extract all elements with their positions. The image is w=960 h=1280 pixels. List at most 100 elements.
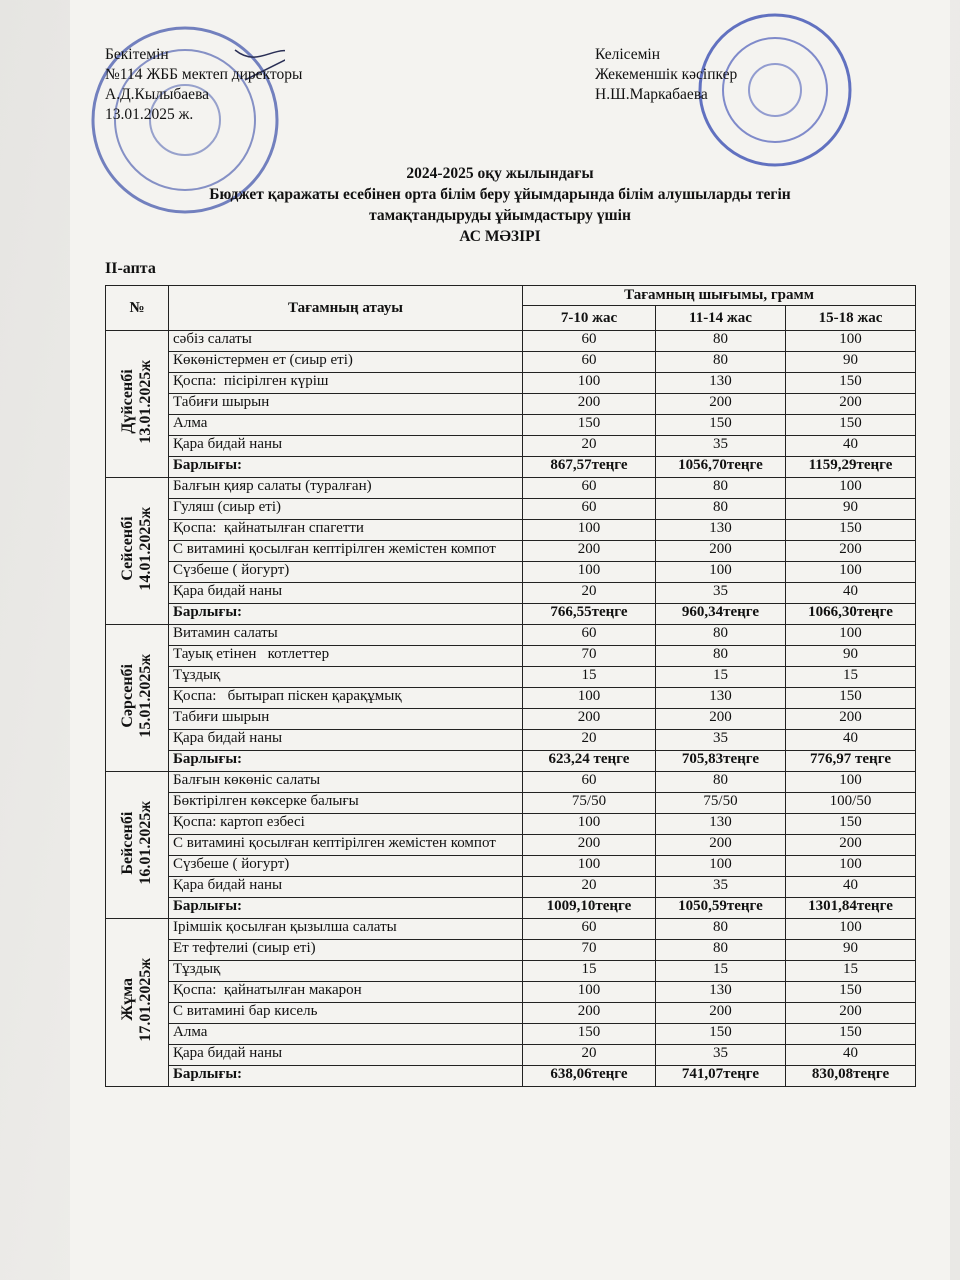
dish-amount: 100 [522,372,656,394]
dish-amount: 100 [522,981,656,1003]
dish-amount: 100 [522,687,656,709]
dish-name: Қоспа: қайнатылған макарон [168,981,523,1003]
dish-amount: 150 [784,372,917,394]
dish-name: Балғын қияр салаты (туралған) [168,477,523,499]
dish-amount: 75/50 [522,792,656,814]
dish-amount: 200 [522,540,656,562]
total-label: Барлығы: [168,456,523,478]
dish-amount: 100 [655,561,786,583]
dish-amount: 200 [655,708,786,730]
dish-amount: 70 [522,939,656,961]
day-name: Дүйсенбі [119,369,136,434]
total-row: Барлығы: 623,24 теңге 705,83теңге 776,97 те… [106,750,917,772]
dish-amount: 100 [784,561,917,583]
day-label: Дүйсенбі 13.01.2025ж [119,360,155,444]
dish-amount: 20 [522,582,656,604]
day-name: Сейсенбі [119,516,136,581]
dish-name: Қоспа: картоп езбесі [168,813,523,835]
dish-amount: 60 [522,498,656,520]
dish-amount: 80 [655,624,786,646]
dish-amount: 80 [655,330,786,352]
dish-row: Тұздық 15 15 15 [106,960,917,982]
approval-line: Бекітемін [105,46,169,63]
dish-amount: 200 [655,834,786,856]
dish-row: Бөктірілген көксерке балығы 75/50 75/50 100… [106,792,917,814]
dish-name: Тауық етінен котлеттер [168,645,523,667]
dish-name: Алма [168,1023,523,1045]
dish-amount: 35 [655,435,786,457]
dish-amount: 100 [784,855,917,877]
dish-name: С витамині бар кисель [168,1002,523,1024]
dish-amount: 100/50 [784,792,917,814]
dish-amount: 20 [522,1044,656,1066]
dish-name: Тұздық [168,960,523,982]
day-cell: Сейсенбі 14.01.2025ж [105,477,169,625]
dish-amount: 200 [522,1002,656,1024]
dish-name: Гуляш (сиыр еті) [168,498,523,520]
dish-row: Тұздық 15 15 15 [106,666,917,688]
dish-amount: 200 [784,540,917,562]
total-label: Барлығы: [168,603,523,625]
dish-amount: 100 [522,855,656,877]
total-cost: 741,07теңге [655,1065,786,1087]
dish-amount: 100 [784,918,917,940]
title-line: АС МӘЗІРІ [459,228,541,245]
dish-name: С витамині қосылған кептірілген жемістен… [168,540,523,562]
age-group: 11-14 жас [655,305,786,331]
dish-amount: 20 [522,876,656,898]
dish-amount: 150 [522,1023,656,1045]
dish-row: Ет тефтелиі (сиыр еті) 70 80 90 [106,939,917,961]
total-cost: 1056,70теңге [655,456,786,478]
dish-amount: 90 [784,498,917,520]
dish-amount: 200 [522,834,656,856]
dish-row: Бейсенбі 16.01.2025ж Балғын көкөніс салаты… [105,771,917,919]
approval-line: А.Д.Кылыбаева [105,86,210,103]
approval-line: Жекеменшік кәсіпкер [595,66,738,83]
total-row: Барлығы: 638,06теңге 741,07теңге 830,08теңг… [106,1065,917,1087]
dish-name: Сүзбеше ( йогурт) [168,561,523,583]
dish-row: Қара бидай наны 20 35 40 [106,435,917,457]
dish-amount: 200 [655,540,786,562]
dish-name: Табиғи шырын [168,393,523,415]
day-label: Сейсенбі 14.01.2025ж [119,507,155,591]
total-cost: 623,24 теңге [522,750,656,772]
dish-row: Гуляш (сиыр еті) 60 80 90 [106,498,917,520]
dish-row: Қоспа: қайнатылған макарон 100 130 150 [106,981,917,1003]
dish-amount: 60 [522,330,656,352]
title-line: Бюджет қаражаты есебінен орта білім беру… [209,186,791,203]
dish-row: Қоспа: картоп езбесі 100 130 150 [106,813,917,835]
dish-amount: 100 [784,477,917,499]
dish-amount: 80 [655,771,786,793]
dish-name: сәбіз салаты [168,330,523,352]
header-row: № Тағамның атауы Тағамның шығымы, грамм [105,285,917,331]
day-cell: Дүйсенбі 13.01.2025ж [105,330,169,478]
dish-amount: 70 [522,645,656,667]
age-group: 7-10 жас [522,305,656,331]
day-date: 13.01.2025ж [137,359,154,444]
dish-row: Қара бидай наны 20 35 40 [106,1044,917,1066]
dish-amount: 15 [784,666,917,688]
dish-amount: 40 [784,876,917,898]
dish-amount: 80 [655,939,786,961]
dish-row: Көкөністермен ет (сиыр еті) 60 80 90 [106,351,917,373]
dish-row: Қара бидай наны 20 35 40 [106,729,917,751]
dish-amount: 130 [655,813,786,835]
total-label: Барлығы: [168,897,523,919]
dish-amount: 100 [522,519,656,541]
menu-table: № Тағамның атауы Тағамның шығымы, грамм 7-1… [105,285,917,1087]
dish-name: Қара бидай наны [168,876,523,898]
day-date: 14.01.2025ж [137,506,154,591]
dish-row: Алма 150 150 150 [106,414,917,436]
dish-amount: 150 [784,1023,917,1045]
dish-amount: 35 [655,1044,786,1066]
dish-name: Ет тефтелиі (сиыр еті) [168,939,523,961]
day-label: Бейсенбі 16.01.2025ж [119,801,155,885]
total-cost: 1301,84теңге [784,897,917,919]
dish-name: Қоспа: бытырап піскен қарақұмық [168,687,523,709]
dish-name: Сүзбеше ( йогурт) [168,855,523,877]
dish-amount: 60 [522,351,656,373]
title-line: тамақтандыруды ұйымдастыру үшін [369,207,631,224]
dish-amount: 150 [784,519,917,541]
dish-amount: 40 [784,435,917,457]
total-cost: 638,06теңге [522,1065,656,1087]
